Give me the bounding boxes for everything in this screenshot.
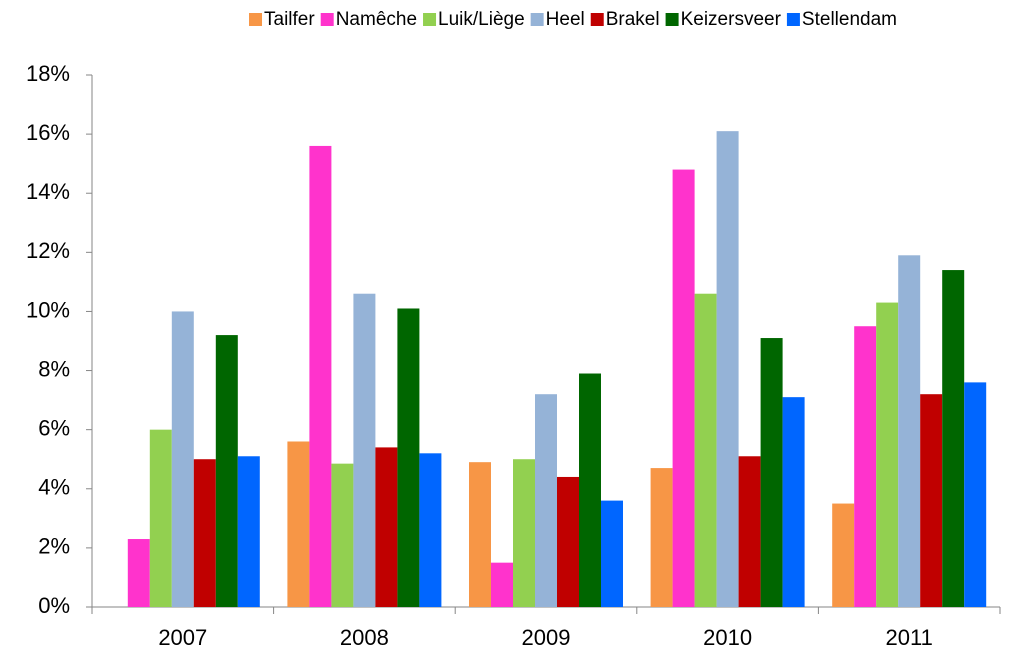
- bar: [353, 293, 376, 607]
- legend-swatch: [665, 13, 679, 26]
- bar: [491, 562, 513, 607]
- y-tick-label: 4%: [38, 475, 70, 500]
- bar: [832, 503, 855, 607]
- bar: [375, 447, 398, 607]
- y-tick-label: 14%: [26, 179, 70, 204]
- bar: [672, 169, 695, 608]
- bar: [237, 456, 260, 607]
- bar: [469, 462, 491, 607]
- bar: [650, 468, 673, 607]
- legend-swatch: [320, 13, 334, 26]
- bar: [287, 441, 310, 607]
- legend-label: Keizersveer: [681, 9, 782, 30]
- y-tick-label: 2%: [38, 534, 70, 559]
- x-tick-label: 2009: [522, 625, 571, 650]
- bar: [193, 459, 216, 607]
- y-tick-label: 8%: [38, 356, 70, 381]
- legend-swatch: [249, 13, 263, 26]
- bar: [419, 453, 442, 607]
- bar: [331, 463, 354, 607]
- y-tick-label: 12%: [26, 238, 70, 263]
- bar: [513, 459, 535, 607]
- bar: [782, 397, 805, 607]
- bar: [920, 394, 943, 607]
- legend-label: Tailfer: [264, 9, 315, 30]
- bar: [876, 302, 899, 607]
- legend-label: Luik/Liège: [438, 9, 525, 30]
- bar: [149, 429, 172, 607]
- bar: [738, 456, 761, 607]
- legend-swatch: [530, 13, 544, 26]
- bar: [942, 270, 965, 607]
- bar: [964, 382, 987, 607]
- bar: [854, 326, 877, 607]
- y-tick-label: 0%: [38, 593, 70, 618]
- bar: [694, 293, 717, 607]
- legend-label: Namêche: [336, 9, 417, 30]
- y-tick-label: 10%: [26, 297, 70, 322]
- bar: [171, 311, 194, 607]
- bar: [760, 338, 783, 607]
- legend-label: Heel: [546, 9, 585, 30]
- bar: [716, 131, 739, 607]
- legend-label: Stellendam: [802, 9, 897, 30]
- bar: [601, 500, 623, 607]
- x-tick-label: 2010: [703, 625, 752, 650]
- bar: [535, 394, 557, 607]
- bar: [127, 539, 150, 607]
- bar: [309, 145, 332, 607]
- x-tick-label: 2007: [158, 625, 207, 650]
- legend-label: Brakel: [606, 9, 660, 30]
- legend-swatch: [590, 13, 604, 26]
- bar: [557, 476, 579, 607]
- y-tick-label: 18%: [26, 61, 70, 86]
- x-tick-label: 2011: [886, 625, 933, 650]
- bar: [898, 255, 921, 608]
- legend-swatch: [423, 13, 437, 26]
- y-tick-label: 6%: [38, 415, 70, 440]
- y-tick-label: 16%: [26, 120, 70, 145]
- legend-swatch: [786, 13, 800, 26]
- x-tick-label: 2008: [340, 625, 389, 650]
- bar: [397, 308, 420, 607]
- bar: [579, 373, 601, 607]
- bar: [215, 335, 238, 607]
